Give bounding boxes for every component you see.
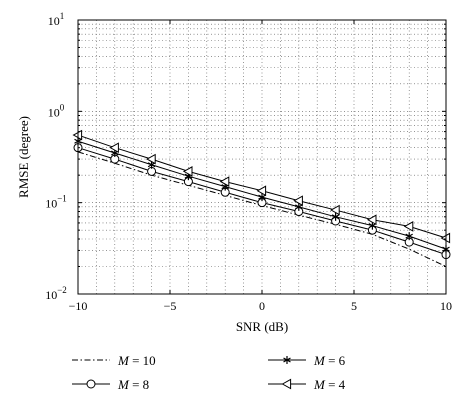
marker-triangle-left (182, 166, 193, 177)
y-axis-label: RMSE (degree) (16, 116, 31, 198)
marker-triangle-left (293, 195, 303, 207)
series-group (72, 129, 451, 267)
marker-star-stroke (283, 357, 291, 363)
marker-star (283, 356, 291, 364)
marker-triangle-left (281, 378, 292, 390)
y-tick-label: 10−2 (45, 285, 67, 302)
x-axis-label: SNR (dB) (236, 319, 288, 334)
y-tick-label: 10−1 (45, 194, 67, 211)
series-3 (74, 137, 450, 254)
marker-star (368, 221, 377, 230)
legend-label: M = 4 (313, 377, 346, 392)
series-2 (73, 143, 451, 260)
legend-label: M = 8 (117, 377, 149, 392)
marker-star-stroke (368, 223, 377, 229)
y-tick-label: 100 (48, 102, 65, 119)
legend: M = 10 M = 8 M = 6 M = 4 (72, 353, 346, 392)
marker-star-stroke (405, 233, 413, 239)
marker-triangle-left (109, 142, 119, 154)
legend-label: M = 10 (117, 353, 156, 368)
marker-star (258, 193, 266, 202)
x-tick-label: 10 (440, 299, 452, 313)
marker-triangle-left (256, 185, 267, 197)
x-tick-label: 5 (351, 299, 357, 313)
axis-ticks: −10 −5 0 5 10 10−2 10−1 100 101 (45, 11, 452, 313)
legend-item: M = 8 (72, 377, 149, 392)
legend-item: M = 6 (268, 353, 346, 368)
marker-triangle-left (146, 153, 156, 165)
marker-star (331, 212, 340, 221)
marker-circle (86, 379, 96, 389)
y-tick-label: 101 (48, 11, 65, 28)
grid (78, 20, 446, 294)
x-tick-label: −5 (164, 299, 177, 313)
marker-star (405, 232, 413, 241)
marker-star-stroke (331, 214, 340, 220)
marker-triangle-left (366, 214, 377, 226)
marker-star-stroke (258, 194, 266, 200)
x-tick-label: 0 (259, 299, 265, 313)
marker-star-stroke (295, 204, 303, 210)
series-4 (72, 129, 451, 244)
marker-triangle-left (219, 176, 230, 187)
legend-item: M = 10 (72, 353, 156, 368)
marker-star (295, 202, 303, 211)
legend-label: M = 6 (313, 353, 346, 368)
marker-triangle-left (330, 204, 340, 216)
legend-item: M = 4 (268, 377, 346, 392)
x-tick-label: −10 (69, 299, 88, 313)
marker-triangle-left (403, 221, 414, 232)
